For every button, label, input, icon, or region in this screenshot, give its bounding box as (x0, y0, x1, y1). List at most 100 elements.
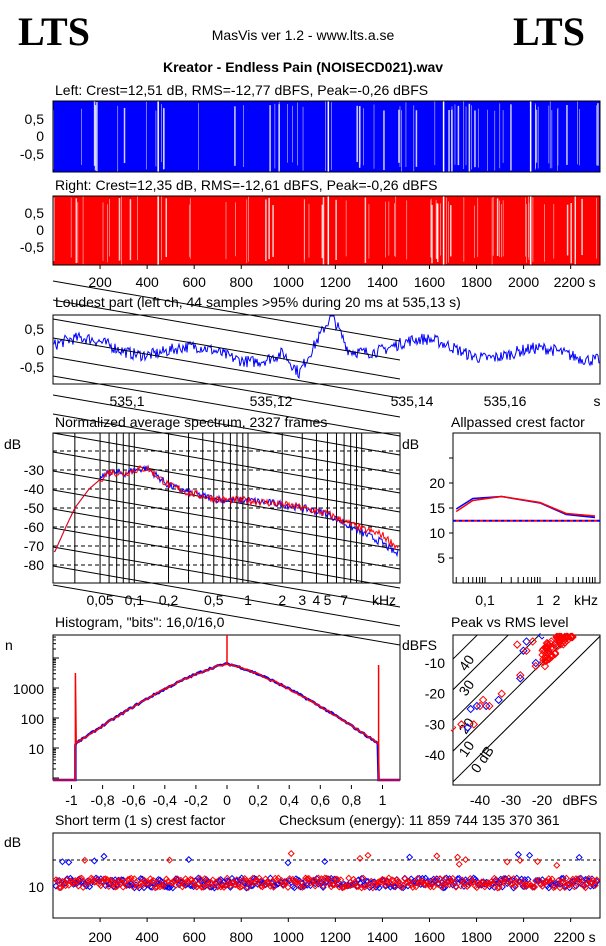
shortterm-point-left (545, 884, 553, 892)
shortterm-point-right (268, 878, 276, 886)
xtick: 1000 (273, 274, 304, 290)
shortterm-point-right (353, 883, 361, 891)
shortterm-point-right (450, 878, 458, 886)
shortterm-point-left (575, 853, 583, 861)
shortterm-point-right (255, 874, 263, 882)
shortterm-point-right (244, 884, 252, 892)
peakrms-point-right (516, 671, 525, 680)
xtick: 535,16 (484, 393, 527, 409)
shortterm-point-right (534, 858, 542, 866)
shortterm-point-left (526, 851, 534, 859)
peakrms-point-left (494, 695, 503, 705)
peakrms-point-right (567, 632, 577, 642)
shortterm-point-right (431, 876, 439, 884)
crest-line-10 (453, 635, 571, 752)
shortterm-point-right (238, 882, 246, 890)
shortterm-point-right (468, 878, 476, 886)
xtick: 800 (230, 929, 254, 945)
shortterm-point-right (281, 879, 289, 887)
shortterm-point-right (342, 882, 350, 890)
shortterm-point-right (575, 875, 583, 883)
shortterm-point-left (382, 882, 390, 890)
shortterm-point-right (137, 879, 145, 887)
xtick: 1400 (367, 929, 398, 945)
shortterm-point-left (90, 857, 98, 865)
slope-line (52, 299, 401, 361)
xtick: -0,2 (184, 792, 208, 808)
xtick: 535,14 (391, 393, 434, 409)
ytick: -20 (425, 686, 445, 702)
xtick: 3 (298, 592, 306, 608)
peakrms-point-right (547, 637, 556, 646)
ytick: 0 (36, 342, 44, 358)
shortterm-point-left (140, 884, 148, 892)
shortterm-point-right (457, 882, 465, 890)
shortterm-point-right (522, 881, 530, 889)
shortterm-point-right (412, 883, 420, 891)
peakrms-title: Peak vs RMS level (451, 614, 568, 630)
shortterm-point-right (423, 879, 431, 887)
shortterm-point-right (351, 878, 359, 886)
xtick: 400 (135, 274, 159, 290)
shortterm-point-right (79, 883, 87, 891)
ytick: -40 (425, 747, 445, 763)
right-waveform-fill (53, 196, 600, 265)
xtick: 0,2 (248, 792, 268, 808)
shortterm-point-right (175, 879, 183, 887)
ytick: -10 (425, 655, 445, 671)
ytick: -40 (24, 481, 44, 497)
ytick: 0,5 (25, 205, 45, 221)
shortterm-point-left (358, 875, 366, 883)
shortterm-title: Short term (1 s) crest factor (55, 812, 226, 828)
shortterm-point-right (223, 874, 231, 882)
shortterm-point-right (201, 875, 209, 883)
xtick: 1800 (461, 274, 492, 290)
shortterm-point-right (76, 875, 84, 883)
peakrms-point-right (497, 689, 506, 698)
shortterm-point-right (505, 874, 513, 882)
peakrms-point-right (457, 720, 466, 729)
checksum: Checksum (energy): 11 859 744 135 370 36… (279, 812, 560, 828)
shortterm-point-right (529, 883, 537, 891)
logo-left: LTS (18, 9, 90, 54)
shortterm-point-right (231, 881, 239, 889)
right-title: Right: Crest=12,35 dB, RMS=-12,61 dBFS, … (55, 177, 437, 193)
xtick: 1 (536, 592, 544, 608)
peakrms-point-right (540, 661, 550, 671)
left-title: Left: Crest=12,51 dB, RMS=-12,77 dBFS, P… (55, 82, 428, 98)
shortterm-point-right (270, 883, 278, 891)
slope-line (52, 546, 401, 608)
shortterm-point-right (510, 875, 518, 883)
shortterm-point-left (321, 857, 329, 866)
slope-line (52, 432, 401, 494)
shortterm-point-right (436, 875, 444, 883)
xtick: 0,5 (204, 592, 224, 608)
shortterm-point-right (438, 883, 446, 891)
shortterm-point-right (350, 875, 358, 883)
shortterm-point-right (129, 882, 137, 891)
shortterm-point-right (78, 874, 86, 882)
shortterm-point-right (254, 877, 262, 885)
peakrms-point-right (554, 641, 563, 650)
right-waveform-plot (52, 195, 601, 266)
crest-line-right (455, 495, 596, 517)
shortterm-point-right (193, 883, 201, 891)
shortterm-point-right (105, 882, 113, 890)
crest-plot: 20 15 10 5 0,1 1 2 kHz (429, 432, 601, 608)
shortterm-point-right (478, 878, 486, 886)
shortterm-point-left (580, 881, 588, 889)
peakrms-point-right (531, 661, 541, 671)
shortterm-point-right (215, 876, 223, 884)
peakrms-point-right (485, 701, 494, 711)
shortterm-point-left (100, 852, 108, 860)
shortterm-point-right (180, 881, 188, 889)
peakrms-frame (452, 634, 601, 786)
shortterm-point-right (455, 860, 463, 868)
crest-frame (452, 432, 601, 584)
ytick: 0 (36, 128, 44, 144)
shortterm-point-right (321, 874, 329, 882)
ytick: 0,5 (25, 321, 45, 337)
shortterm-point-right (345, 874, 353, 882)
crest-line-label: 30 (455, 677, 477, 699)
shortterm-point-right (284, 883, 292, 891)
